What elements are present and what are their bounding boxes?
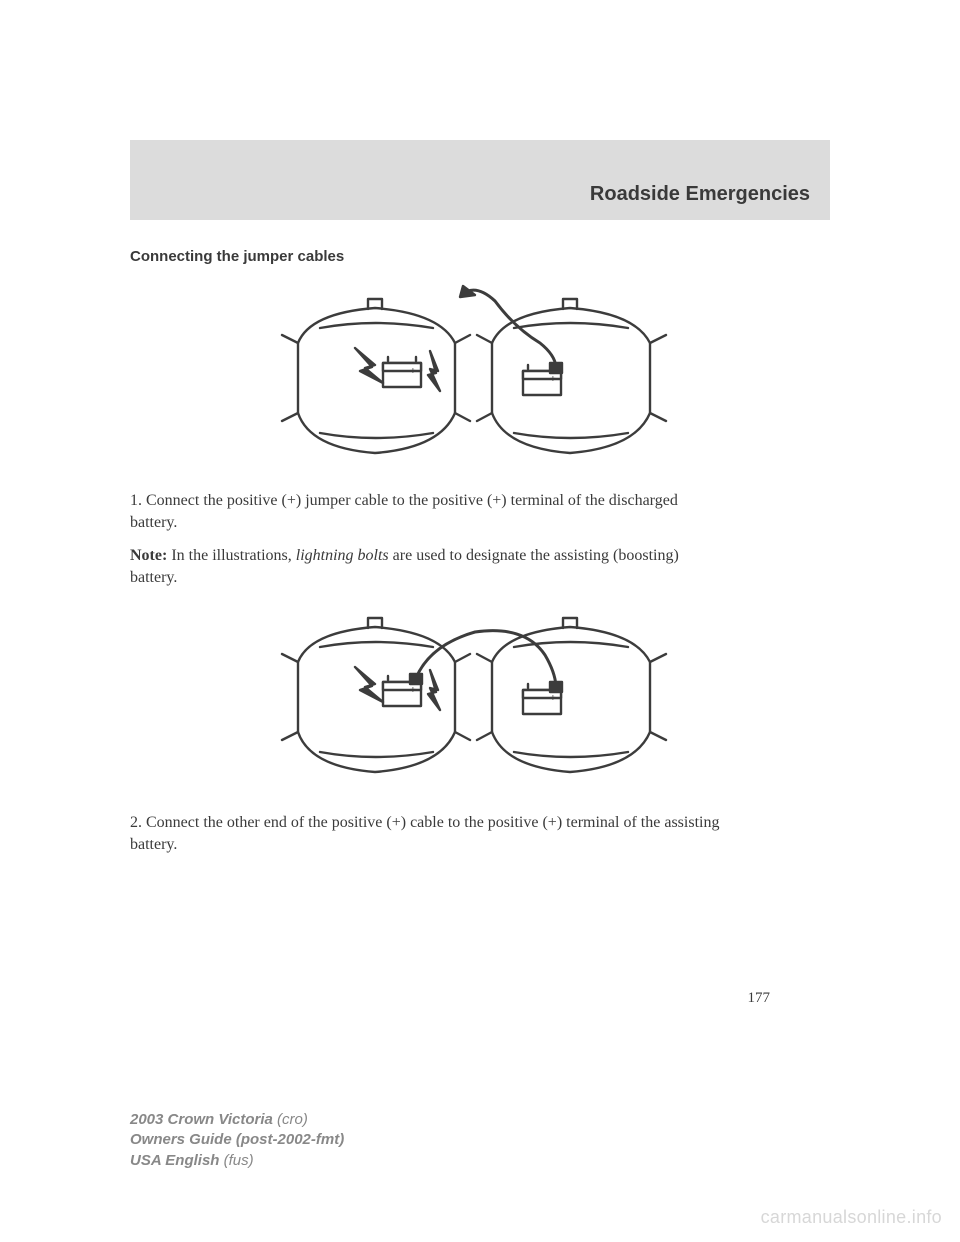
jumper-diagram-1: − + − + bbox=[280, 283, 680, 463]
footer-guide: Owners Guide (post-2002-fmt) bbox=[130, 1131, 344, 1148]
battery-plus-label: + bbox=[550, 693, 556, 704]
battery-minus-label: − bbox=[532, 693, 538, 704]
footer-block: 2003 Crown Victoria (cro) Owners Guide (… bbox=[130, 1110, 344, 1171]
note-text: Note: In the illustrations, lightning bo… bbox=[130, 545, 720, 588]
watermark: carmanualsonline.info bbox=[761, 1207, 942, 1228]
section-header-bar: Roadside Emergencies bbox=[130, 140, 830, 220]
section-title: Roadside Emergencies bbox=[590, 183, 810, 206]
footer-lang: USA English bbox=[130, 1152, 224, 1169]
footer-line2: Owners Guide (post-2002-fmt) bbox=[130, 1130, 344, 1150]
footer-model: 2003 Crown Victoria bbox=[130, 1111, 277, 1128]
step2-text: 2. Connect the other end of the positive… bbox=[130, 812, 720, 855]
page-number: 177 bbox=[130, 990, 830, 1007]
battery-plus-label: + bbox=[550, 374, 556, 385]
note-label: Note: bbox=[130, 547, 167, 564]
note-italic: lightning bolts bbox=[296, 547, 389, 564]
battery-minus-label: − bbox=[532, 374, 538, 385]
battery-plus-label: + bbox=[410, 366, 416, 377]
step1-text: 1. Connect the positive (+) jumper cable… bbox=[130, 490, 720, 533]
diagram-step2: − + − + bbox=[130, 600, 830, 790]
battery-minus-label: − bbox=[392, 685, 398, 696]
diagram-step1: − + − + bbox=[130, 283, 830, 468]
battery-plus-label: + bbox=[410, 685, 416, 696]
footer-model-code: (cro) bbox=[277, 1111, 308, 1128]
page-content: Roadside Emergencies Connecting the jump… bbox=[130, 140, 830, 868]
footer-line1: 2003 Crown Victoria (cro) bbox=[130, 1110, 344, 1130]
battery-minus-label: − bbox=[392, 366, 398, 377]
footer-line3: USA English (fus) bbox=[130, 1151, 344, 1171]
jumper-diagram-2: − + − + bbox=[280, 600, 680, 785]
footer-lang-code: (fus) bbox=[224, 1152, 254, 1169]
subheading: Connecting the jumper cables bbox=[130, 248, 830, 265]
note-pre: In the illustrations, bbox=[167, 547, 295, 564]
